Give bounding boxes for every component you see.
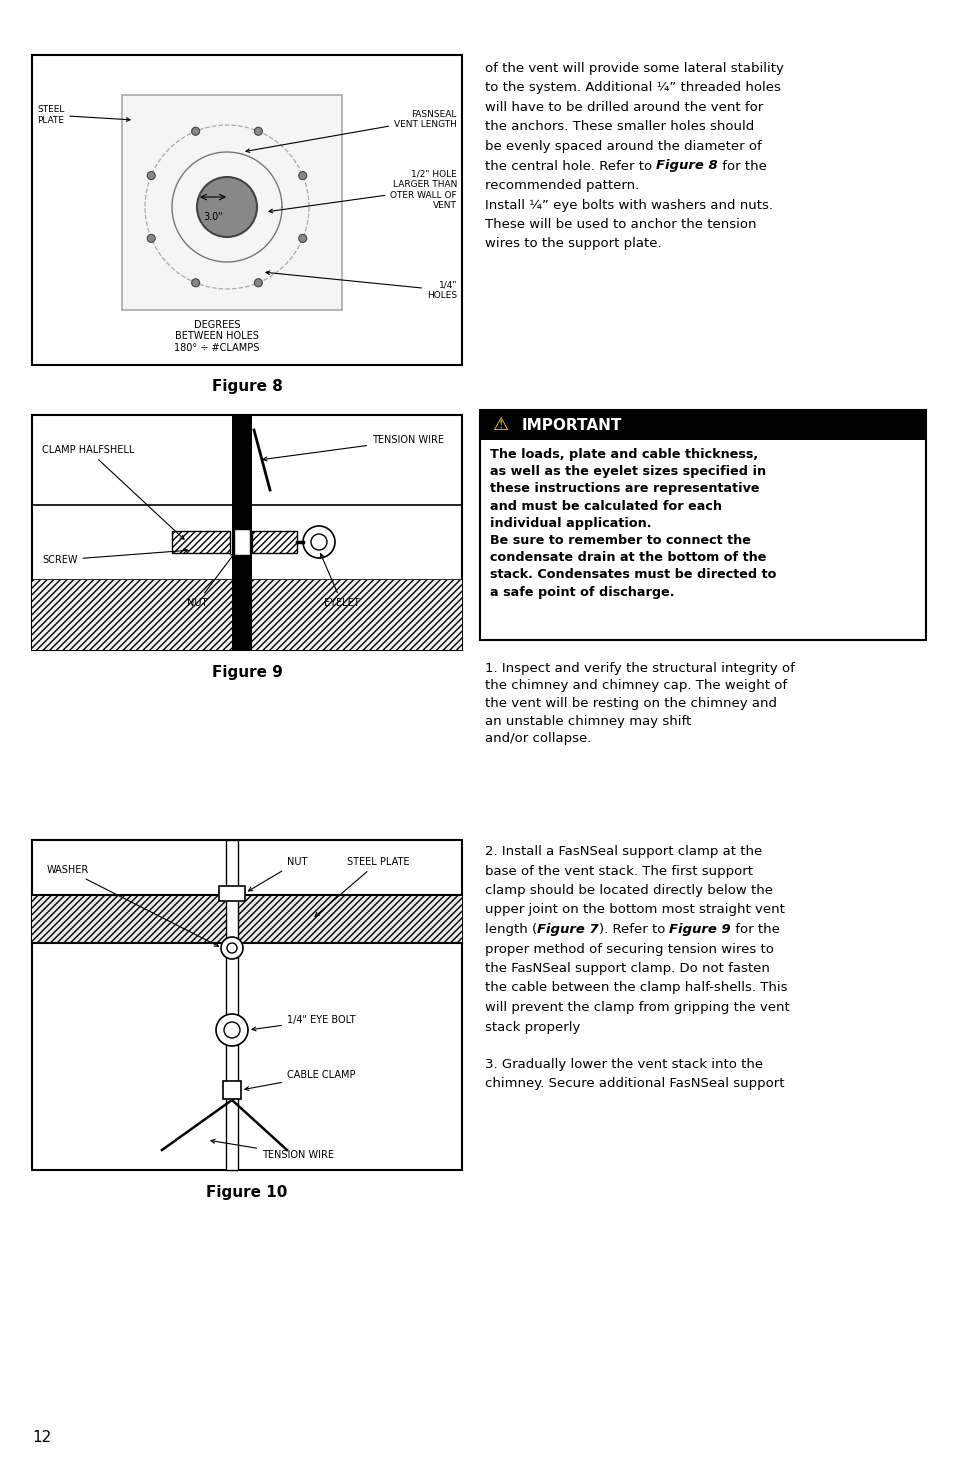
Bar — [233, 530, 250, 555]
Text: Install ¼” eye bolts with washers and nuts.: Install ¼” eye bolts with washers and nu… — [484, 199, 772, 211]
Bar — [479, 410, 925, 440]
Text: WASHER: WASHER — [47, 864, 218, 945]
Text: proper method of securing tension wires to: proper method of securing tension wires … — [484, 943, 773, 956]
Text: CLAMP HALFSHELL: CLAMP HALFSHELL — [42, 445, 184, 540]
Text: 1/4"
HOLES: 1/4" HOLES — [266, 271, 456, 299]
Text: IMPORTANT: IMPORTANT — [521, 417, 621, 432]
Text: 1/4" EYE BOLT: 1/4" EYE BOLT — [252, 1015, 355, 1031]
Text: NUT: NUT — [187, 553, 234, 608]
Circle shape — [147, 171, 155, 180]
Text: to the system. Additional ¼” threaded holes: to the system. Additional ¼” threaded ho… — [484, 81, 781, 94]
Text: TENSION WIRE: TENSION WIRE — [263, 435, 443, 460]
Text: will prevent the clamp from gripping the vent: will prevent the clamp from gripping the… — [484, 1002, 789, 1013]
Text: NUT: NUT — [248, 857, 307, 891]
Bar — [172, 531, 230, 553]
Text: ⚠: ⚠ — [492, 416, 508, 434]
Text: EYELET: EYELET — [320, 553, 359, 608]
Bar — [122, 94, 341, 310]
Text: base of the vent stack. The first support: base of the vent stack. The first suppor… — [484, 864, 752, 878]
Text: for the: for the — [731, 923, 780, 937]
Circle shape — [298, 171, 307, 180]
Bar — [32, 55, 461, 364]
Text: be evenly spaced around the diameter of: be evenly spaced around the diameter of — [484, 140, 760, 153]
Text: These will be used to anchor the tension: These will be used to anchor the tension — [484, 218, 756, 232]
Circle shape — [192, 127, 199, 136]
Bar — [232, 414, 252, 650]
Text: 2. Install a FasNSeal support clamp at the: 2. Install a FasNSeal support clamp at t… — [484, 845, 761, 858]
Text: the central hole. Refer to: the central hole. Refer to — [484, 159, 656, 173]
Bar — [252, 531, 296, 553]
Text: DEGREES
BETWEEN HOLES
180° ÷ #CLAMPS: DEGREES BETWEEN HOLES 180° ÷ #CLAMPS — [174, 320, 259, 353]
Text: TENSION WIRE: TENSION WIRE — [211, 1139, 334, 1159]
Circle shape — [254, 127, 262, 136]
Text: Figure 9: Figure 9 — [212, 665, 282, 680]
Circle shape — [254, 279, 262, 286]
Text: stack properly: stack properly — [484, 1021, 579, 1034]
Text: for the: for the — [718, 159, 766, 173]
Circle shape — [221, 937, 243, 959]
Text: ). Refer to: ). Refer to — [598, 923, 669, 937]
Circle shape — [311, 534, 327, 550]
Text: clamp should be located directly below the: clamp should be located directly below t… — [484, 884, 772, 897]
Circle shape — [215, 1013, 248, 1046]
Text: upper joint on the bottom most straight vent: upper joint on the bottom most straight … — [484, 904, 784, 916]
Text: CABLE CLAMP: CABLE CLAMP — [245, 1069, 355, 1090]
Circle shape — [192, 279, 199, 286]
Circle shape — [147, 235, 155, 242]
Bar — [223, 1081, 241, 1099]
Text: the central hole. Refer to Figure 8 for the: the central hole. Refer to Figure 8 for … — [484, 159, 758, 173]
Bar — [226, 839, 237, 1170]
Bar — [32, 895, 461, 943]
Text: STEEL PLATE: STEEL PLATE — [314, 857, 409, 916]
Text: recommended pattern.: recommended pattern. — [484, 178, 639, 192]
Text: 1/2" HOLE
LARGER THAN
OTER WALL OF
VENT: 1/2" HOLE LARGER THAN OTER WALL OF VENT — [269, 170, 456, 212]
Text: FASNSEAL
VENT LENGTH: FASNSEAL VENT LENGTH — [246, 111, 456, 152]
Text: the anchors. These smaller holes should: the anchors. These smaller holes should — [484, 121, 754, 134]
Text: 3. Gradually lower the vent stack into the: 3. Gradually lower the vent stack into t… — [484, 1058, 762, 1071]
Bar — [32, 839, 461, 1170]
Bar — [219, 886, 245, 901]
Text: STEEL
PLATE: STEEL PLATE — [37, 105, 130, 125]
Text: Figure 9: Figure 9 — [669, 923, 731, 937]
Text: SCREW: SCREW — [42, 549, 188, 565]
Text: the FasNSeal support clamp. Do not fasten: the FasNSeal support clamp. Do not faste… — [484, 962, 769, 975]
Text: length (: length ( — [484, 923, 537, 937]
Circle shape — [196, 177, 256, 237]
Text: Figure 8: Figure 8 — [212, 379, 282, 394]
Text: 3.0": 3.0" — [203, 212, 223, 223]
Text: Figure 7: Figure 7 — [537, 923, 598, 937]
Text: Figure 10: Figure 10 — [206, 1184, 288, 1199]
Text: Figure 8: Figure 8 — [656, 159, 718, 173]
Text: wires to the support plate.: wires to the support plate. — [484, 237, 661, 251]
Circle shape — [224, 1022, 240, 1038]
Text: the cable between the clamp half-shells. This: the cable between the clamp half-shells.… — [484, 981, 786, 994]
Bar — [479, 410, 925, 640]
Text: chimney. Secure additional FasNSeal support: chimney. Secure additional FasNSeal supp… — [484, 1078, 783, 1090]
Bar — [32, 414, 461, 650]
Text: The loads, plate and cable thickness,
as well as the eyelet sizes specified in
t: The loads, plate and cable thickness, as… — [490, 448, 776, 599]
Text: 12: 12 — [32, 1429, 51, 1445]
Circle shape — [298, 235, 307, 242]
Circle shape — [227, 943, 236, 953]
Text: 1. Inspect and verify the structural integrity of
the chimney and chimney cap. T: 1. Inspect and verify the structural int… — [484, 662, 794, 745]
Bar — [32, 580, 461, 650]
Circle shape — [303, 527, 335, 558]
Text: of the vent will provide some lateral stability: of the vent will provide some lateral st… — [484, 62, 783, 75]
Text: will have to be drilled around the vent for: will have to be drilled around the vent … — [484, 100, 762, 114]
